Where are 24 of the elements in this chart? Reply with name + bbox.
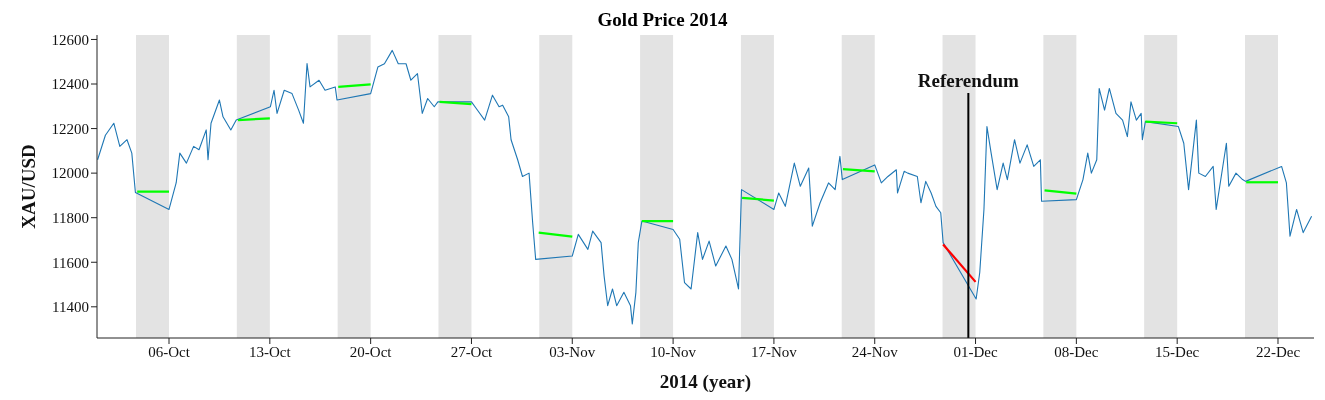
- x-tick-label: 22-Dec: [1255, 343, 1301, 360]
- y-tick-label: 12400: [51, 76, 89, 93]
- x-axis-title: 2014 (year): [659, 371, 752, 393]
- y-axis-title: XAU/USD: [17, 144, 39, 229]
- x-tick-label: 24-Nov: [851, 343, 899, 360]
- y-tick-label: 11400: [52, 299, 89, 316]
- line-series: [97, 49, 1313, 325]
- x-tick-label: 10-Nov: [650, 343, 697, 360]
- x-tick-label: 08-Dec: [1054, 343, 1099, 360]
- x-tick-label: 03-Nov: [549, 343, 596, 360]
- y-tick-label: 12200: [51, 120, 89, 137]
- x-tick-label: 15-Dec: [1155, 343, 1200, 360]
- ref-line-label: Referendum: [917, 70, 1019, 91]
- x-tick-label: 17-Nov: [751, 343, 798, 360]
- x-tick-label: 20-Oct: [349, 343, 393, 360]
- x-tick-label: 06-Oct: [148, 343, 191, 360]
- y-tick-label: 11800: [52, 210, 89, 227]
- chart-title: Gold Price 2014: [596, 8, 729, 32]
- x-tick-label: 27-Oct: [450, 343, 494, 360]
- x-tick-label: 13-Oct: [249, 343, 292, 360]
- y-tick-label: 12000: [51, 165, 89, 182]
- y-tick-label: 12600: [51, 31, 89, 48]
- y-tick-label: 11600: [52, 254, 89, 271]
- x-tick-label: 01-Dec: [953, 343, 998, 360]
